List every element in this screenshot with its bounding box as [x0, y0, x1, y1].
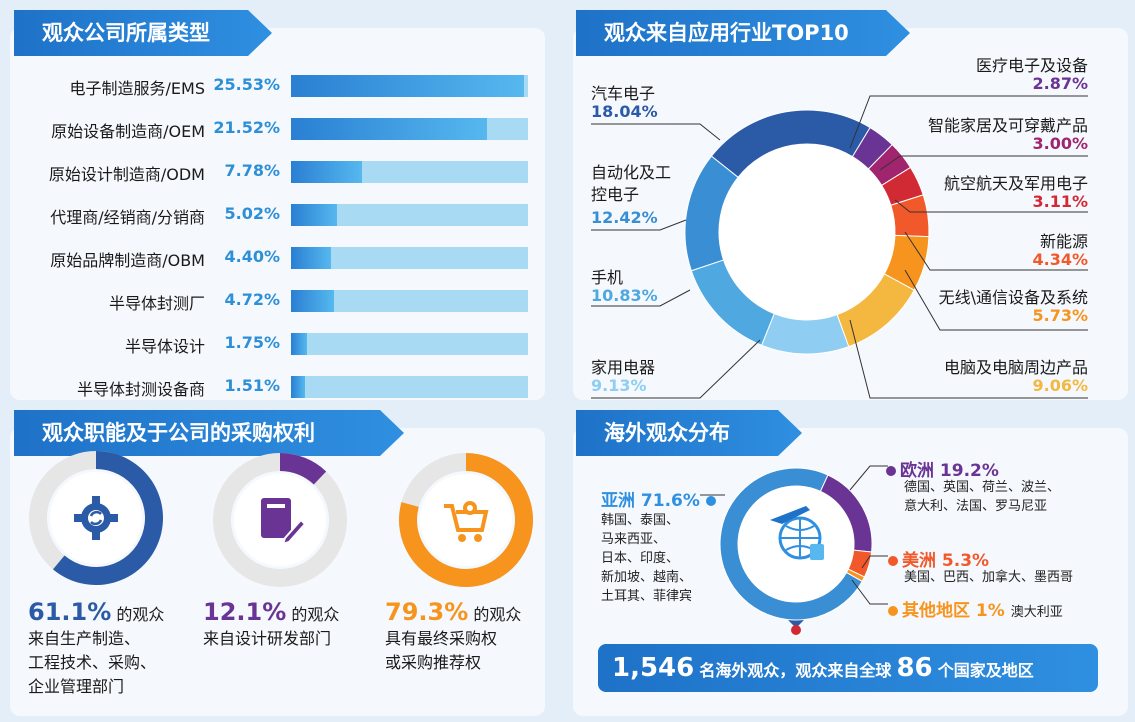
- bar: [291, 247, 332, 269]
- overseas-title: 海外观众分布: [576, 410, 802, 456]
- donut-value-label: 9.06%: [1032, 376, 1088, 395]
- bar-track: [291, 333, 528, 355]
- role-design-text: 12.1% 的观众 来自设计研发部门: [203, 598, 340, 648]
- design-note-icon: [257, 494, 307, 546]
- region-europe-countries: 德国、英国、荷兰、波兰、 意大利、法国、罗马尼亚: [904, 480, 1061, 514]
- donut-value-label: 9.13%: [591, 376, 647, 395]
- bar-category-label: 半导体设计: [124, 337, 205, 356]
- role-production-text: 61.1% 的观众 来自生产制造、 工程技术、采购、 企业管理部门: [28, 598, 165, 696]
- donut-category-label: 医疗电子及设备: [975, 56, 1088, 75]
- donut-category-label: 自动化及工控电子: [591, 163, 672, 204]
- donut-category-label: 新能源: [1039, 232, 1088, 251]
- bar-row: 原始设计制造商/ODM 7.78%: [0, 157, 540, 187]
- role-purchase-text: 79.3% 的观众 具有最终采购权 或采购推荐权: [385, 598, 522, 672]
- bar-track: [291, 247, 528, 269]
- donut-category-label: 手机: [591, 268, 624, 287]
- bar-category-label: 原始设备制造商/OEM: [51, 122, 205, 141]
- donut-value-label: 10.83%: [591, 286, 658, 305]
- donut-value-label: 4.34%: [1032, 250, 1088, 269]
- bar: [291, 376, 305, 398]
- bar: [291, 161, 362, 183]
- bar-value-label: 1.75%: [224, 333, 280, 352]
- gear-icon: [72, 494, 120, 542]
- bar-track: [291, 376, 528, 398]
- bar-category-label: 电子制造服务/EMS: [69, 79, 205, 98]
- bar-row: 原始设备制造商/OEM 21.52%: [0, 114, 540, 144]
- donut-category-label: 无线\通信设备及系统: [938, 288, 1088, 307]
- bar: [291, 333, 307, 355]
- donut-value-label: 3.00%: [1032, 134, 1088, 153]
- overseas-visitor-count: 1,546: [612, 653, 695, 683]
- donut-category-label: 家用电器: [591, 358, 656, 377]
- donut-value-label: 12.42%: [591, 208, 658, 227]
- bar-value-label: 4.40%: [224, 247, 280, 266]
- region-america-title: 美洲 5.3%: [888, 546, 989, 571]
- bar: [291, 204, 337, 226]
- bar-value-label: 25.53%: [213, 75, 280, 94]
- donut-category-label: 航空航天及军用电子: [943, 174, 1088, 193]
- region-asia-title: 亚洲 71.6%: [601, 486, 720, 511]
- roles-title: 观众职能及于公司的采购权利: [14, 410, 404, 456]
- bar-value-label: 1.51%: [224, 376, 280, 395]
- bar-track: [291, 118, 528, 140]
- bar-value-label: 5.02%: [224, 204, 280, 223]
- bar-track: [291, 290, 528, 312]
- bar-track: [291, 204, 528, 226]
- bar-track: [291, 161, 528, 183]
- donut-category-label: 汽车电子: [591, 84, 656, 103]
- industry-title: 观众来自应用行业TOP10: [576, 10, 910, 56]
- overseas-footer-banner: 1,546 名海外观众，观众来自全球 86 个国家及地区: [598, 644, 1098, 692]
- donut-value-label: 5.73%: [1032, 306, 1088, 325]
- company-type-title: 观众公司所属类型: [14, 10, 272, 56]
- bar-category-label: 原始品牌制造商/OBM: [50, 251, 205, 270]
- bar-track: [291, 75, 528, 97]
- region-america-countries: 美国、巴西、加拿大、墨西哥: [904, 570, 1074, 585]
- bar: [291, 75, 524, 97]
- bar-category-label: 半导体封测厂: [108, 294, 205, 313]
- bar-category-label: 代理商/经销商/分销商: [50, 208, 205, 227]
- donut-value-label: 3.11%: [1032, 192, 1088, 211]
- bar-value-label: 7.78%: [224, 161, 280, 180]
- donut-value-label: 18.04%: [591, 102, 658, 121]
- bar-row: 代理商/经销商/分销商 5.02%: [0, 200, 540, 230]
- donut-category-label: 智能家居及可穿戴产品: [927, 116, 1088, 135]
- bar-value-label: 21.52%: [213, 118, 280, 137]
- bar: [291, 118, 488, 140]
- bar-row: 原始品牌制造商/OBM 4.40%: [0, 243, 540, 273]
- overseas-country-count: 86: [896, 653, 933, 683]
- donut-category-label: 电脑及电脑周边产品: [943, 358, 1088, 377]
- region-asia-countries: 韩国、泰国、 马来西亚、 日本、印度、 新加坡、越南、 土耳其、菲律宾: [601, 513, 693, 604]
- airplane-globe-icon: [766, 500, 830, 564]
- bar-row: 半导体封测设备商 1.51%: [0, 372, 540, 402]
- donut-value-label: 2.87%: [1032, 74, 1088, 93]
- bar: [291, 290, 335, 312]
- bar-row: 半导体设计 1.75%: [0, 329, 540, 359]
- shopping-cart-icon: [442, 498, 490, 546]
- region-other-title: 其他地区 1% 澳大利亚: [888, 596, 1063, 621]
- bar-category-label: 原始设计制造商/ODM: [48, 165, 205, 184]
- bar-row: 半导体封测厂 4.72%: [0, 286, 540, 316]
- bar-value-label: 4.72%: [224, 290, 280, 309]
- region-europe-title: 欧洲 19.2%: [886, 456, 999, 481]
- bar-row: 电子制造服务/EMS 25.53%: [0, 71, 540, 101]
- bar-category-label: 半导体封测设备商: [76, 380, 205, 399]
